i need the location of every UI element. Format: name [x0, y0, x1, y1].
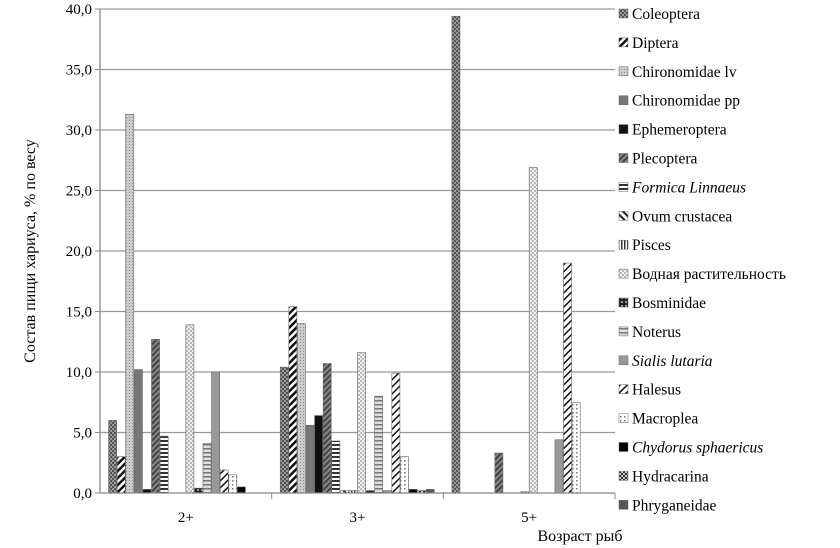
bar-diptera: [288, 306, 298, 494]
bar-formica-linnaeus: [159, 435, 169, 494]
bar-водная-растительность: [357, 352, 366, 494]
bar-noterus: [202, 443, 212, 494]
legend-swatch: [618, 413, 629, 423]
bar-plecoptera: [151, 339, 160, 494]
legend-label: Halesus: [632, 382, 681, 399]
legend-label: Sialis lutaria: [632, 353, 713, 370]
bar-halesus: [563, 262, 572, 494]
x-tick-label: 3+: [350, 510, 366, 526]
legend-label: Coleoptera: [632, 6, 700, 23]
bar-noterus: [374, 395, 384, 494]
legend-swatch: [618, 297, 629, 308]
bar-sialis-lutaria: [554, 439, 564, 494]
legend-label: Водная растительность: [632, 266, 786, 283]
legend-label: Formica Linnaeus: [631, 179, 746, 196]
bar-chironomidae-lv: [125, 113, 135, 494]
legend-swatch: [618, 95, 629, 105]
bar-macroplea: [400, 456, 409, 494]
bar-coleoptera: [108, 420, 117, 494]
legend-swatch: [618, 471, 629, 481]
legend-swatch: [618, 355, 629, 366]
legend-swatch: [618, 442, 629, 452]
bar-formica-linnaeus: [331, 440, 341, 494]
y-tick-label: 25,0: [66, 184, 92, 200]
bar-coleoptera: [451, 15, 461, 494]
bar-ephemeroptera: [314, 415, 323, 494]
y-tick-label: 10,0: [66, 365, 92, 381]
legend-swatch: [618, 211, 629, 221]
legend-swatch: [618, 182, 629, 192]
y-axis-title: Состав пищи хариуса, % по весу: [22, 139, 39, 363]
bar-chironomidae-lv: [297, 323, 306, 494]
x-tick-label: 5+: [521, 510, 537, 526]
legend-swatch: [618, 8, 629, 19]
legend-label: Noterus: [632, 324, 681, 341]
y-tick-label: 15,0: [66, 305, 92, 321]
legend-label: Bosminidae: [632, 295, 706, 312]
legend-label: Ovum crustacea: [632, 208, 732, 225]
bar-coleoptera: [279, 366, 289, 494]
legend-swatch: [618, 124, 629, 134]
legend-label: Phryganeidae: [632, 497, 716, 514]
y-tick-label: 5,0: [73, 426, 92, 442]
y-tick-label: 20,0: [66, 244, 92, 260]
bar-macroplea: [228, 474, 238, 494]
legend-swatch: [618, 384, 629, 394]
y-tick-label: 40,0: [66, 2, 92, 18]
legend-label: Diptera: [632, 35, 679, 52]
bar-водная-растительность: [185, 324, 195, 494]
bar-diptera: [116, 456, 126, 494]
legend-swatch: [618, 500, 629, 510]
legend-label: Chironomidae lv: [632, 64, 737, 81]
legend-label: Ephemeroptera: [632, 122, 727, 139]
bar-chironomidae-pp: [134, 369, 143, 494]
legend-swatch: [618, 153, 629, 163]
legend-label: Pisces: [632, 237, 671, 254]
legend-label: Plecoptera: [632, 151, 698, 168]
bar-водная-растительность: [528, 167, 538, 494]
bar-plecoptera: [494, 452, 504, 494]
x-tick-label: 2+: [178, 510, 194, 526]
y-tick-label: 35,0: [66, 63, 92, 79]
legend-label: Macroplea: [632, 411, 698, 428]
legend-swatch: [618, 268, 629, 279]
legend-swatch: [618, 37, 629, 48]
legend-label: Hydracarina: [632, 468, 709, 485]
bar-sialis-lutaria: [211, 371, 220, 494]
legend-swatch: [618, 239, 629, 250]
y-tick-label: 0,0: [73, 486, 92, 502]
bar-macroplea: [571, 401, 581, 494]
bar-chironomidae-pp: [305, 424, 315, 494]
legend-swatch: [618, 326, 629, 337]
x-axis-title: Возраст рыб: [537, 528, 622, 545]
bar-halesus: [391, 372, 401, 494]
y-tick-label: 30,0: [66, 123, 92, 139]
bar-halesus: [219, 469, 229, 494]
legend-swatch: [618, 66, 629, 77]
bar-bosminidae: [194, 487, 203, 494]
legend-label: Chironomidae pp: [632, 93, 740, 110]
legend-label: Chydorus sphaericus: [632, 440, 763, 457]
bar-plecoptera: [322, 363, 332, 494]
bar-chydorus-sphaericus: [237, 486, 246, 494]
